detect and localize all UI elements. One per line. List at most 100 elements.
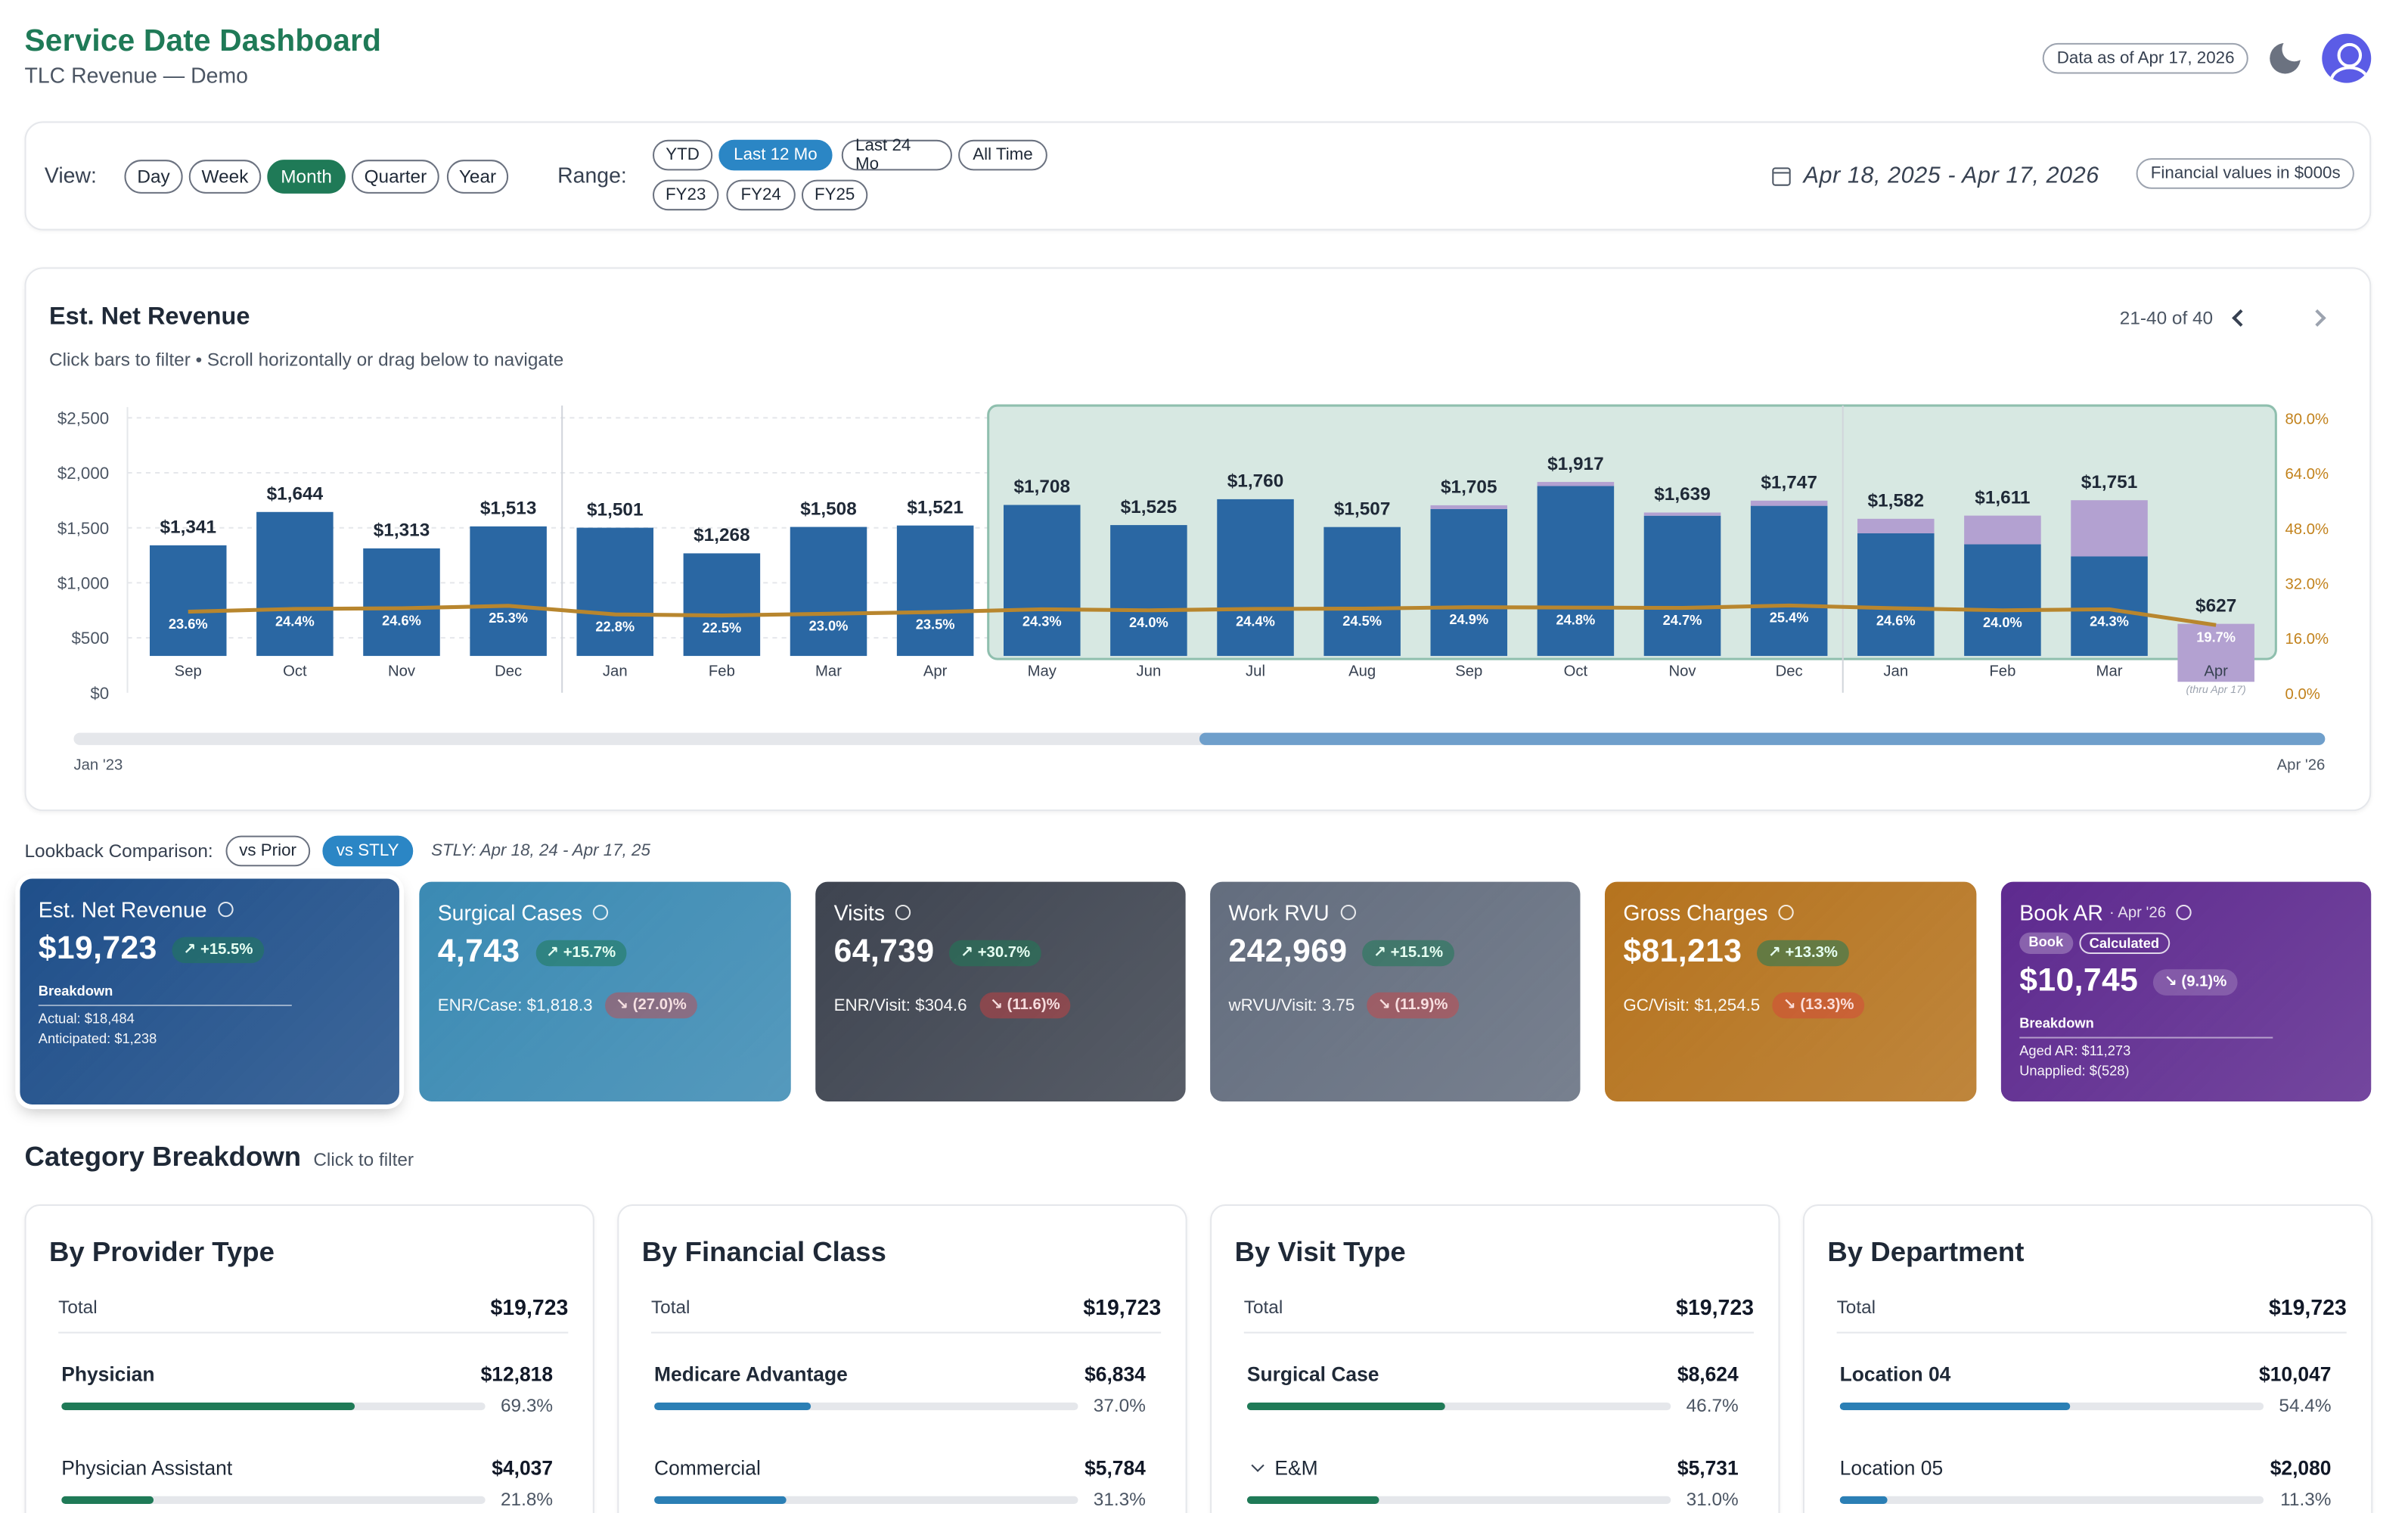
trend-down-icon: ↘	[2164, 973, 2182, 990]
chart-pager: 21-40 of 40	[2120, 307, 2326, 329]
kpi-value-row: 64,739 ↗ +30.7%	[834, 934, 1168, 971]
kpi-title-text: Book AR	[2019, 899, 2103, 925]
range-fy23-button[interactable]: FY23	[653, 179, 719, 211]
range-ytd-button[interactable]: YTD	[653, 139, 713, 171]
breakdown-row[interactable]: Physician Assistant $4,037 21.8%	[61, 1456, 553, 1510]
breakdown-row[interactable]: Location 04 $10,047 54.4%	[1839, 1362, 2332, 1417]
breakdown-row[interactable]: Medicare Advantage $6,834 37.0%	[654, 1362, 1146, 1416]
bar-actual	[256, 511, 334, 657]
line-point-label: 25.3%	[489, 610, 528, 626]
kpi-breakdown-line: Actual: $18,484	[38, 1011, 135, 1027]
apr-partial-note: (thru Apr 17)	[2186, 684, 2246, 696]
breakdown-row[interactable]: Surgical Case $8,624 46.7%	[1246, 1362, 1739, 1417]
info-icon[interactable]	[895, 905, 911, 921]
breakdown-row-label: Location 05	[1839, 1456, 1944, 1480]
view-label: View:	[44, 163, 97, 188]
range-all-time-button[interactable]: All Time	[958, 139, 1047, 171]
breakdown-row-pct: 46.7%	[1686, 1394, 1739, 1417]
chevron-down-icon[interactable]	[1251, 1459, 1265, 1472]
breakdown-row-name: Location 05	[1840, 1456, 1944, 1479]
breakdown-row-header: Location 05 $2,080	[1840, 1456, 2332, 1479]
vs-prior-button[interactable]: vs Prior	[225, 835, 311, 867]
bar-value-label: $1,525	[1121, 497, 1178, 517]
kpi-tag[interactable]: Book	[2019, 932, 2073, 955]
date-range[interactable]: Apr 18, 2025 - Apr 17, 2026	[1772, 163, 2099, 189]
breakdown-row[interactable]: Commercial $5,784 31.3%	[654, 1456, 1146, 1510]
info-icon[interactable]	[1778, 905, 1795, 921]
kpi-card-est-net-revenue[interactable]: Est. Net Revenue $19,723 ↗ +15.5% Breakdown…	[20, 878, 399, 1105]
kpi-sub-trend-badge: ↘ (11.9)%	[1367, 992, 1459, 1019]
range-last-12-mo-button[interactable]: Last 12 Mo	[718, 139, 833, 171]
line-point-label: 24.0%	[1129, 614, 1168, 630]
bar-value-label: $1,313	[374, 520, 430, 541]
kpi-sub-row: wRVU/Visit: 3.75 ↘ (11.9)%	[1228, 992, 1562, 1019]
kpi-title: Surgical Cases	[438, 900, 773, 924]
info-icon[interactable]	[593, 905, 609, 921]
view-year-button[interactable]: Year	[446, 160, 509, 194]
kpi-card-surgical-cases[interactable]: Surgical Cases 4,743 ↗ +15.7% ENR/Case: $1,…	[419, 881, 791, 1101]
breakdown-row[interactable]: Location 05 $2,080 11.3%	[1839, 1456, 2332, 1510]
kpi-breakdown-line: Aged AR: $11,273	[2019, 1042, 2131, 1059]
progress-track	[61, 1401, 486, 1410]
line-point-label: 24.7%	[1663, 612, 1702, 628]
breakdown-card-title: By Provider Type	[48, 1236, 275, 1268]
range-fy25-button[interactable]: FY25	[801, 179, 868, 211]
breakdown-row-label: Physician	[61, 1362, 155, 1386]
info-icon[interactable]	[217, 901, 234, 918]
progress-fill	[1246, 1495, 1379, 1503]
range-fy24-button[interactable]: FY24	[726, 179, 796, 211]
line-point-label: 24.8%	[1556, 611, 1595, 627]
kpi-title: Book AR · Apr '26	[2019, 900, 2353, 924]
trend-up-icon: ↗	[183, 940, 200, 958]
kpi-title: Work RVU	[1228, 900, 1562, 924]
view-quarter-button[interactable]: Quarter	[352, 160, 439, 194]
x-tick-label: Feb	[1989, 663, 2015, 679]
bar-anticipated	[1537, 482, 1615, 486]
x-tick-label: Sep	[1455, 663, 1482, 679]
kpi-tag[interactable]: Calculated	[2078, 932, 2171, 955]
breakdown-card-by-visit-type: By Visit Type Total $19,723 Surgical Case $8…	[1210, 1204, 1780, 1513]
breakdown-total-row: Total $19,723	[650, 1295, 1162, 1334]
user-icon[interactable]	[2322, 33, 2372, 83]
y-tick-label: $1,500	[57, 519, 109, 538]
breakdown-row[interactable]: Physician $12,818 69.3%	[61, 1362, 553, 1416]
kpi-trend-value: +15.1%	[1390, 943, 1444, 962]
line-point-label: 24.3%	[2090, 614, 2129, 629]
bar-actual	[1964, 544, 2041, 657]
view-week-button[interactable]: Week	[188, 160, 262, 194]
y-tick-label: $500	[72, 629, 110, 648]
bar-actual	[1537, 486, 1615, 657]
kpi-card-gross-charges[interactable]: Gross Charges $81,213 ↗ +13.3% GC/Visit: $1…	[1604, 881, 1977, 1101]
kpi-card-book-ar[interactable]: Book AR · Apr '26 Book Calculated $10,745 ↘ (…	[2000, 881, 2372, 1101]
kpi-card-work-rvu[interactable]: Work RVU 242,969 ↗ +15.1% wRVU/Visit: 3.75 ↘…	[1210, 881, 1581, 1101]
kpi-sub-row: ENR/Visit: $304.6 ↘ (11.6)%	[834, 992, 1168, 1019]
kpi-value: $10,745	[2019, 963, 2139, 999]
kpi-value: $81,213	[1623, 934, 1742, 970]
view-day-button[interactable]: Day	[124, 160, 183, 194]
view-month-button[interactable]: Month	[267, 160, 346, 194]
kpi-sub-trend-badge: ↘ (27.0)%	[604, 992, 698, 1019]
range-label: Range:	[557, 163, 627, 188]
kpi-title-text: Surgical Cases	[437, 899, 582, 925]
chart-title: Est. Net Revenue	[48, 304, 250, 331]
breakdown-row-header: E&M $5,731	[1247, 1456, 1739, 1479]
breakdown-row-pct: 54.4%	[2279, 1394, 2332, 1417]
kpi-card-visits[interactable]: Visits 64,739 ↗ +30.7% ENR/Visit: $304.6 ↘ (…	[815, 881, 1186, 1101]
y2-tick-label: 80.0%	[2285, 411, 2329, 427]
bar-actual	[790, 527, 867, 657]
bar-value-label: $1,708	[1014, 477, 1071, 497]
info-icon[interactable]	[2177, 905, 2192, 921]
bar-value-label: $1,268	[694, 525, 750, 545]
net-revenue-chart[interactable]: $0 $500 $1,000 $1,500 $2,000 $2,500 0.0% 16.0% 3…	[26, 269, 2373, 812]
line-point-label: 25.4%	[1770, 610, 1809, 626]
moon-icon[interactable]	[2270, 36, 2307, 74]
info-icon[interactable]	[1339, 905, 1356, 921]
breakdown-row[interactable]: E&M $5,731 31.0%	[1246, 1456, 1739, 1510]
chart-subtitle: Click bars to filter • Scroll horizontal…	[48, 348, 564, 371]
breakdown-row-bar: 37.0%	[654, 1395, 1146, 1416]
progress-fill	[1839, 1495, 1888, 1503]
vs-stly-button[interactable]: vs STLY	[322, 835, 413, 867]
range-last-24-mo-button[interactable]: Last 24 Mo	[841, 137, 952, 173]
lookback-comparison: Lookback Comparison: vs Prior vs STLY ST…	[24, 835, 650, 867]
kpi-sub-metric: ENR/Case: $1,818.3	[437, 996, 593, 1015]
